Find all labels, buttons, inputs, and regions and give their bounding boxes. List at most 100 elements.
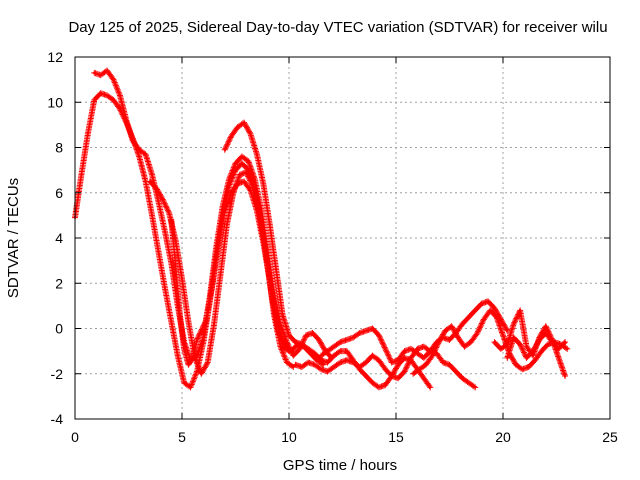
data-point xyxy=(480,302,483,305)
data-point xyxy=(182,347,186,351)
data-point xyxy=(422,345,426,348)
series-track-5 xyxy=(221,119,434,391)
data-point xyxy=(384,383,387,387)
data-point xyxy=(294,340,297,344)
data-point xyxy=(317,338,321,342)
data-point xyxy=(525,345,528,348)
data-point xyxy=(493,306,496,310)
data-point xyxy=(204,320,207,323)
data-point xyxy=(525,356,528,360)
data-point xyxy=(93,98,96,102)
data-point xyxy=(345,338,348,342)
data-point xyxy=(99,73,102,77)
x-tick-label: 0 xyxy=(71,429,79,445)
data-point xyxy=(187,363,190,366)
y-tick-label: 4 xyxy=(55,230,63,246)
data-point xyxy=(514,363,518,366)
data-point xyxy=(352,361,355,364)
data-point xyxy=(377,334,381,337)
data-point xyxy=(223,148,226,151)
data-point xyxy=(364,329,368,332)
data-point xyxy=(230,134,233,138)
data-point xyxy=(557,347,560,351)
data-point xyxy=(364,361,368,364)
data-point xyxy=(240,162,244,165)
data-point xyxy=(105,69,109,72)
y-axis-label: SDTVAR / TECUs xyxy=(5,178,22,298)
data-point xyxy=(249,132,252,136)
data-point xyxy=(557,356,560,360)
data-point xyxy=(148,180,152,183)
data-point xyxy=(538,338,541,342)
data-point xyxy=(150,214,154,217)
data-point xyxy=(202,336,205,339)
data-point xyxy=(195,338,199,342)
data-point xyxy=(527,365,530,369)
data-point xyxy=(345,349,348,353)
y-tick-labels: -4 -2 0 2 4 6 8 10 12 xyxy=(47,49,63,427)
data-point xyxy=(358,365,361,369)
data-point xyxy=(262,241,265,244)
data-point xyxy=(461,377,464,380)
data-point xyxy=(227,177,231,181)
data-point xyxy=(300,343,304,346)
data-point xyxy=(112,78,115,81)
data-point xyxy=(409,356,413,360)
data-point xyxy=(518,343,522,346)
data-point xyxy=(161,198,164,201)
y-tick-label: 12 xyxy=(47,49,63,65)
x-axis-label: GPS time / hours xyxy=(283,457,397,474)
data-point xyxy=(230,191,233,194)
data-point xyxy=(319,354,323,357)
data-point xyxy=(223,209,226,213)
data-point xyxy=(200,329,203,332)
data-point xyxy=(512,322,515,326)
data-point xyxy=(371,327,374,330)
data-point xyxy=(544,331,547,335)
data-point xyxy=(422,377,426,380)
data-point xyxy=(495,315,498,319)
data-point xyxy=(163,286,167,289)
data-point xyxy=(339,349,342,353)
data-point xyxy=(249,189,252,192)
data-point xyxy=(219,273,222,276)
data-point xyxy=(313,363,316,366)
data-point xyxy=(298,347,301,351)
data-point xyxy=(384,347,387,351)
data-point xyxy=(345,358,348,362)
data-point xyxy=(281,338,284,342)
data-point xyxy=(170,218,173,222)
data-point xyxy=(396,363,400,366)
axis-ticks xyxy=(74,56,611,420)
data-point xyxy=(506,329,509,332)
data-point xyxy=(170,320,173,323)
data-point xyxy=(377,386,381,389)
data-point xyxy=(486,300,490,303)
data-point xyxy=(187,320,190,323)
data-point xyxy=(424,363,428,366)
data-point xyxy=(512,336,515,339)
data-point xyxy=(313,352,316,355)
data-point xyxy=(476,331,479,335)
data-point xyxy=(418,368,421,371)
data-point xyxy=(245,171,248,174)
data-point xyxy=(546,343,550,346)
data-point xyxy=(225,223,229,226)
data-point xyxy=(253,177,256,181)
data-point xyxy=(473,309,477,312)
data-point xyxy=(234,162,237,165)
x-tick-label: 5 xyxy=(178,429,186,445)
data-point xyxy=(274,268,278,271)
data-point xyxy=(518,309,522,312)
data-point xyxy=(287,334,291,337)
data-point xyxy=(131,139,134,142)
x-tick-label: 15 xyxy=(388,429,404,445)
data-point xyxy=(396,377,400,380)
data-point xyxy=(268,279,271,283)
data-point xyxy=(144,153,147,156)
y-tick-label: 6 xyxy=(55,185,63,201)
data-point xyxy=(155,187,158,190)
data-point xyxy=(506,343,509,346)
data-point xyxy=(212,322,216,326)
data-point xyxy=(371,381,374,384)
